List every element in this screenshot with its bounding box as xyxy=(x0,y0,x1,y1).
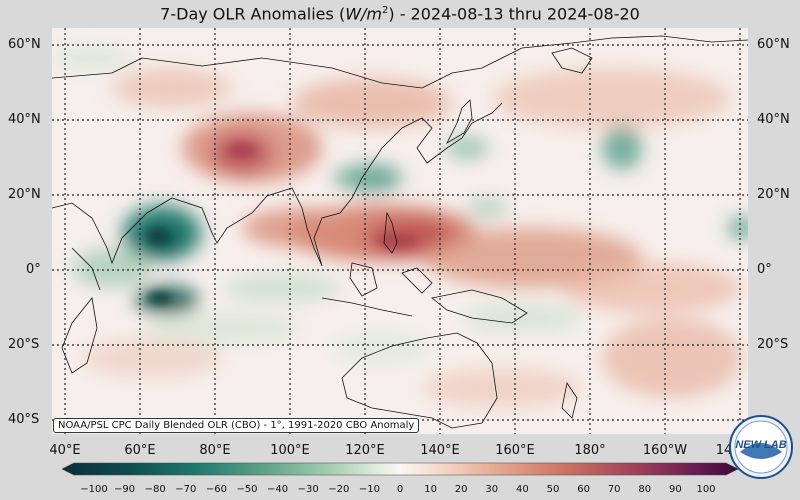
anomaly-field xyxy=(52,46,748,408)
lon-label: 160°W xyxy=(642,443,688,458)
olr-anomaly-map xyxy=(52,28,748,434)
colorbar-tick-label: −10 xyxy=(358,484,380,495)
colorbar-tick-label: 90 xyxy=(669,484,682,495)
anomaly-detail xyxy=(147,142,417,304)
lat-label: 20°N xyxy=(8,187,41,202)
lat-label: 0° xyxy=(757,262,772,277)
lat-label: 20°N xyxy=(757,187,790,202)
lat-label: 60°N xyxy=(757,37,790,52)
colorbar-tick-label: 30 xyxy=(485,484,499,495)
colorbar-tick-label: 10 xyxy=(424,484,437,495)
lat-label: 20°S xyxy=(757,337,789,352)
colorbar-tick-label: 70 xyxy=(607,484,621,495)
lon-label: 80°E xyxy=(199,443,231,458)
lon-label: 60°E xyxy=(124,443,156,458)
lon-label: 100°E xyxy=(270,443,310,458)
noaa-lab-logo: NEW LAB xyxy=(729,415,793,479)
colorbar-tick-label: 60 xyxy=(577,484,590,495)
coastlines xyxy=(52,35,748,429)
colorbar-tick-label: −70 xyxy=(175,484,197,495)
colorbar xyxy=(62,462,738,476)
colorbar-tick-label: −100 xyxy=(80,484,108,495)
lon-label: 14 xyxy=(715,443,733,458)
lat-label: 0° xyxy=(26,262,41,277)
colorbar-tick-label: −60 xyxy=(205,484,227,495)
colorbar-tick-label: 40 xyxy=(516,484,529,495)
colorbar-tick-label: −80 xyxy=(144,484,166,495)
lat-label: 40°N xyxy=(8,112,41,127)
colorbar-tick-label: −30 xyxy=(297,484,319,495)
colorbar-tick-label: 20 xyxy=(454,484,468,495)
colorbar-tick-label: −40 xyxy=(267,484,289,495)
lon-label: 160°E xyxy=(495,443,535,458)
lon-label: 120°E xyxy=(345,443,385,458)
colorbar-tick-label: 0 xyxy=(396,484,404,495)
source-note: NOAA/PSL CPC Daily Blended OLR (CBO) - 1… xyxy=(53,418,420,433)
colorbar-tick-label: 80 xyxy=(638,484,652,495)
lat-label: 20°S xyxy=(8,337,40,352)
colorbar-tick-label: 100 xyxy=(696,484,716,495)
colorbar-tick-label: 50 xyxy=(546,484,560,495)
colorbar-tick-label: −90 xyxy=(114,484,136,495)
colorbar-tick-label: −50 xyxy=(236,484,258,495)
lon-label: 40°E xyxy=(49,443,81,458)
lat-label: 40°S xyxy=(8,412,40,427)
colorbar-tick-label: −20 xyxy=(328,484,350,495)
map-title: 7-Day OLR Anomalies (W/m2) - 2024-08-13 … xyxy=(160,4,640,24)
lon-label: 140°E xyxy=(420,443,460,458)
lat-label: 40°N xyxy=(757,112,790,127)
logo-text: NEW LAB xyxy=(735,439,786,451)
lat-label: 60°N xyxy=(8,37,41,52)
lon-label: 180° xyxy=(574,443,606,458)
